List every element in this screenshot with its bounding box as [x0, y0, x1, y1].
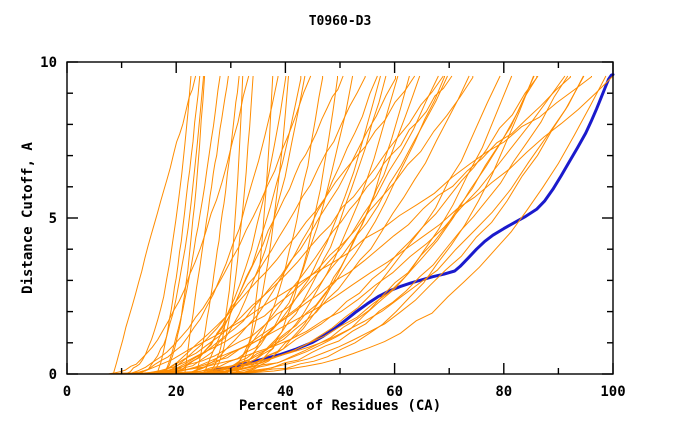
tick-label-layer: 0 20 40 60 80 100 0 5 10: [40, 55, 626, 400]
series-line-ensemble: [206, 76, 539, 375]
series-line-ensemble: [187, 76, 571, 375]
series-line-ensemble: [194, 75, 607, 375]
x-tick-label: 40: [277, 384, 294, 400]
series-line-ensemble: [115, 75, 439, 375]
y-tick-label: 0: [49, 367, 57, 383]
x-tick-label: 0: [63, 384, 71, 400]
x-tick-label: 80: [495, 384, 512, 400]
series-line-ensemble: [229, 75, 453, 375]
x-tick-label: 20: [168, 384, 185, 400]
x-tick-label: 60: [386, 384, 403, 400]
series-line-ensemble: [184, 75, 229, 375]
series-line-ensemble: [202, 76, 538, 375]
series-line-ensemble: [107, 75, 585, 375]
y-tick-label: 5: [49, 211, 57, 227]
x-tick-label: 100: [600, 384, 625, 400]
series-line-ensemble: [203, 75, 344, 375]
series-line-ensemble: [229, 76, 274, 375]
series-line-ensemble: [130, 75, 513, 375]
series-line-ensemble: [163, 75, 614, 375]
series-line-ensemble: [160, 75, 206, 375]
y-tick-label: 10: [40, 55, 57, 71]
series-line-ensemble: [157, 75, 416, 375]
chart-title: T0960-D3: [308, 14, 372, 29]
series-line-ensemble: [194, 75, 240, 375]
x-axis-label: Percent of Residues (CA): [238, 398, 442, 414]
series-line-ensemble: [137, 76, 592, 375]
axes-layer: [66, 61, 614, 375]
series-line-ensemble: [143, 76, 302, 375]
series-line-ensemble: [186, 75, 584, 375]
series-line-ensemble: [182, 75, 378, 375]
series-layer: [107, 73, 615, 375]
series-line-ensemble: [112, 75, 197, 375]
plot-frame: [66, 61, 614, 375]
series-line-ensemble: [151, 75, 444, 375]
series-line-ensemble: [155, 76, 201, 375]
series-line-ensemble: [168, 75, 354, 375]
series-line-ensemble: [161, 76, 366, 375]
series-line-ensemble: [162, 75, 221, 375]
series-line-ensemble: [117, 75, 566, 375]
series-line-ensemble: [109, 75, 250, 375]
series-line-ensemble: [146, 75, 448, 375]
series-line-ensemble: [109, 76, 279, 375]
series-line-ensemble: [123, 75, 312, 375]
series-line-ensemble: [233, 75, 421, 375]
